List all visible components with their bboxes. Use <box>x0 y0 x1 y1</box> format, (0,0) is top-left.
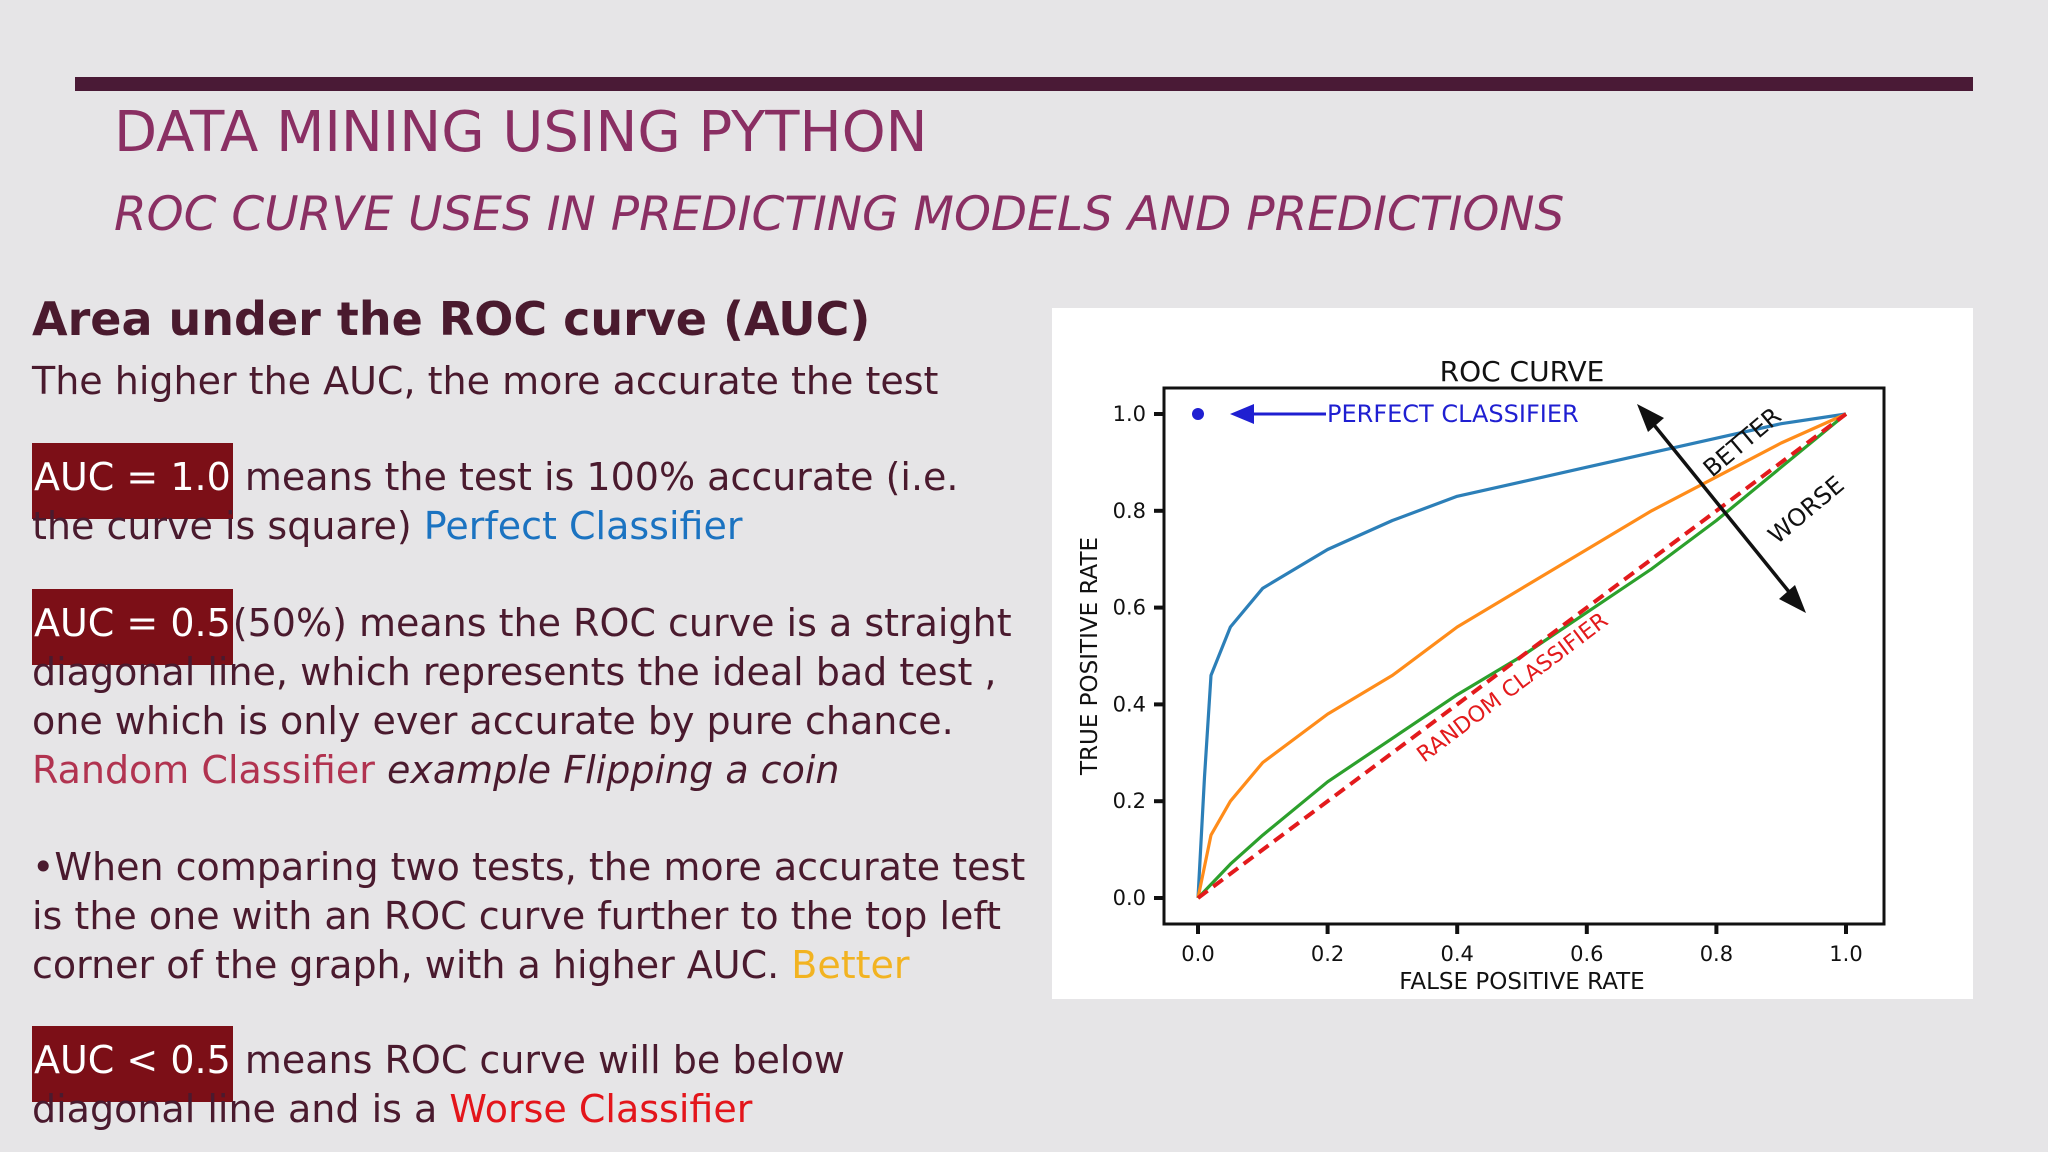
x-tick-label: 0.0 <box>1181 942 1214 966</box>
roc-series-line-3 <box>1196 412 1848 900</box>
roc-series-line-2 <box>1196 412 1848 900</box>
paragraph-better: •When comparing two tests, the more accu… <box>32 843 1032 990</box>
x-tick-label: 0.6 <box>1570 942 1603 966</box>
x-tick-label: 1.0 <box>1829 942 1862 966</box>
perfect-arrow-head <box>1230 404 1254 424</box>
worse-text: means ROC curve will be below diagonal l… <box>32 1038 845 1131</box>
worse-classifier-tag: Worse Classifier <box>449 1087 753 1131</box>
y-tick-label: 0.2 <box>1113 789 1146 813</box>
paragraph-worse: AUC < 0.5 means ROC curve will be below … <box>32 1026 1012 1134</box>
better-tag: Better <box>791 943 910 987</box>
roc-series-line-1 <box>1196 412 1847 899</box>
random-classifier-tag: Random Classifier <box>32 748 375 792</box>
roc-chart-card: ROC CURVE 0.0 0.2 0.4 0.6 0.8 1.0 0.0 0.2 0.4 0.6… <box>1052 308 1973 999</box>
y-tick-label: 0.0 <box>1113 886 1146 910</box>
y-tick-label: 0.8 <box>1113 499 1146 523</box>
roc-chart: ROC CURVE 0.0 0.2 0.4 0.6 0.8 1.0 0.0 0.2 0.4 0.6… <box>1077 355 1886 995</box>
chart-title: ROC CURVE <box>1440 355 1605 388</box>
top-rule <box>75 77 1973 91</box>
intro-text: The higher the AUC, the more accurate th… <box>32 359 939 403</box>
x-tick-label: 0.2 <box>1311 942 1344 966</box>
y-axis-label: TRUE POSITIVE RATE <box>1077 537 1103 776</box>
perfect-classifier-tag: Perfect Classifier <box>423 504 743 548</box>
better-text: •When comparing two tests, the more accu… <box>32 845 1026 987</box>
better-arrow-head <box>1637 404 1664 432</box>
random-text: (50%) means the ROC curve is a straight … <box>32 601 1012 743</box>
annotations-group: PERFECT CLASSIFIER RANDOM CLASSIFIER BETTE… <box>1192 400 1850 768</box>
worse-arrow-head <box>1779 585 1806 613</box>
slide-subtitle: ROC CURVE USES IN PREDICTING MODELS AND … <box>114 187 1565 242</box>
paragraph-perfect: AUC = 1.0 means the test is 100% accurat… <box>32 443 992 551</box>
y-tick-label: 1.0 <box>1113 402 1146 426</box>
ticks-group: 0.0 0.2 0.4 0.6 0.8 1.0 0.0 0.2 0.4 0.6 0.8 1.0 <box>1113 402 1863 966</box>
curves-group <box>1196 412 1848 900</box>
random-example: example Flipping a coin <box>374 748 840 792</box>
y-tick-label: 0.4 <box>1113 692 1146 716</box>
plot-frame <box>1162 386 1886 926</box>
x-axis-label: FALSE POSITIVE RATE <box>1399 969 1644 995</box>
roc-series-line-0 <box>1196 412 1847 899</box>
section-heading: Area under the ROC curve (AUC) <box>32 292 871 346</box>
perfect-classifier-point <box>1192 408 1204 420</box>
better-label: BETTER <box>1698 402 1787 483</box>
random-classifier-label: RANDOM CLASSIFIER <box>1413 608 1613 768</box>
paragraph-random: AUC = 0.5(50%) means the ROC curve is a … <box>32 589 1032 795</box>
worse-label: WORSE <box>1763 470 1850 549</box>
perfect-classifier-label: PERFECT CLASSIFIER <box>1327 400 1579 428</box>
perfect-text: means the test is 100% accurate (i.e. th… <box>32 455 959 548</box>
better-worse-arrow-shaft <box>1648 418 1796 600</box>
x-tick-label: 0.8 <box>1700 942 1733 966</box>
x-tick-label: 0.4 <box>1440 942 1473 966</box>
y-tick-label: 0.6 <box>1113 596 1146 620</box>
slide-title: DATA MINING USING PYTHON <box>114 100 928 165</box>
